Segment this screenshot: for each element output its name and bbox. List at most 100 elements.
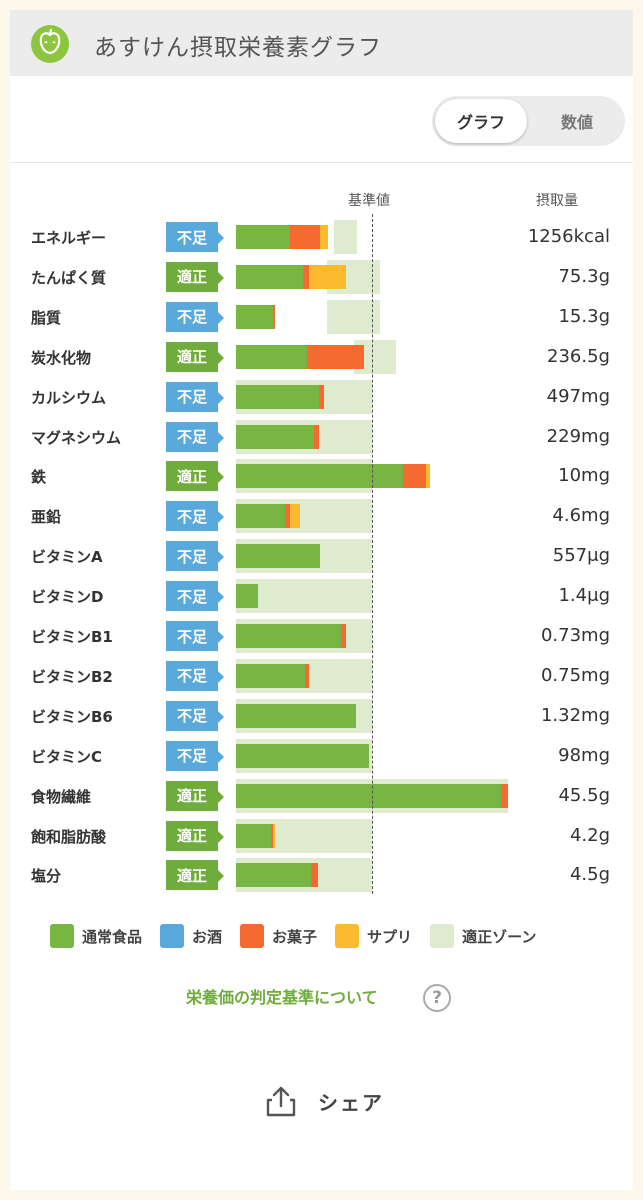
nutrient-name: たんぱく質 bbox=[31, 268, 107, 287]
intake-bar bbox=[236, 663, 310, 688]
share-button[interactable]: シェア bbox=[264, 1084, 384, 1118]
standard-line bbox=[372, 214, 373, 894]
bar-segment-food bbox=[236, 624, 341, 648]
status-badge: 不足 bbox=[166, 381, 224, 412]
bar-segment-sweets bbox=[313, 424, 319, 449]
status-badge: 不足 bbox=[166, 501, 224, 532]
bar-segment-sweets bbox=[284, 504, 291, 529]
intake-value: 4.6mg bbox=[552, 505, 610, 527]
status-badge: 不足 bbox=[166, 581, 224, 612]
bar-segment-food bbox=[236, 344, 307, 369]
intake-value: 1.32mg bbox=[540, 704, 610, 726]
legend-item-food: 通常食品 bbox=[50, 924, 142, 948]
app-title: あすけん摂取栄養素グラフ bbox=[94, 35, 382, 61]
intake-bar bbox=[236, 225, 329, 249]
toggle-numeric-button[interactable]: 数値 bbox=[560, 113, 593, 132]
status-badge: 不足 bbox=[166, 660, 224, 691]
legend-item-zone: 適正ゾーン bbox=[430, 924, 536, 948]
nutrient-name: 鉄 bbox=[31, 468, 47, 487]
nutrient-row: 鉄 適正 10mg bbox=[10, 459, 633, 494]
optimal-zone bbox=[236, 579, 372, 614]
status-badge: 適正 bbox=[166, 341, 224, 372]
legend-item-supplement: サプリ bbox=[335, 924, 412, 948]
divider bbox=[10, 162, 633, 163]
nutrient-name: ビタミンB1 bbox=[31, 628, 113, 646]
nutrient-row: ビタミンB1 不足 0.73mg bbox=[10, 619, 633, 653]
question-icon[interactable]: ? bbox=[423, 984, 451, 1012]
intake-value: 4.5g bbox=[569, 864, 610, 886]
intake-value: 45.5g bbox=[558, 784, 610, 806]
intake-value: 1256kcal bbox=[527, 226, 610, 247]
bar-segment-food bbox=[236, 863, 311, 888]
nutrient-row: カルシウム 不足 497mg bbox=[10, 379, 633, 414]
intake-value: 98mg bbox=[558, 744, 610, 766]
nutrient-row: マグネシウム 不足 229mg bbox=[10, 419, 633, 454]
app-frame: あすけん摂取栄養素グラフ グラフ 数値 基準値 摂取量 エネルギー 不足 1256k… bbox=[10, 10, 633, 1190]
intake-bar bbox=[236, 544, 321, 569]
bar-segment-food bbox=[236, 584, 258, 609]
nutrient-row: 塩分 適正 4.5g bbox=[10, 858, 633, 893]
legend-item-sweets: お菓子 bbox=[240, 924, 317, 948]
nutrient-name: マグネシウム bbox=[31, 428, 122, 447]
nutrient-name: カルシウム bbox=[31, 388, 107, 407]
nutrient-row: エネルギー 不足 1256kcal bbox=[10, 220, 633, 254]
legend-swatch bbox=[50, 924, 74, 948]
nutrient-row: 食物繊維 適正 45.5g bbox=[10, 778, 633, 813]
nutrient-row: ビタミンB6 不足 1.32mg bbox=[10, 698, 633, 733]
intake-value: 229mg bbox=[546, 425, 610, 447]
bar-segment-sweets bbox=[290, 225, 321, 249]
bar-segment-supplement bbox=[320, 225, 329, 249]
intake-value: 0.73mg bbox=[540, 625, 610, 646]
toggle-graph-button[interactable]: グラフ bbox=[435, 99, 527, 143]
bar-segment-supplement bbox=[426, 464, 431, 489]
legend-swatch bbox=[430, 924, 455, 948]
intake-value: 10mg bbox=[558, 465, 610, 487]
status-badge: 不足 bbox=[166, 301, 224, 332]
nutrient-name: 炭水化物 bbox=[31, 348, 92, 367]
intake-bar bbox=[236, 504, 300, 529]
legend-label: お酒 bbox=[192, 927, 223, 946]
bar-segment-sweets bbox=[310, 863, 318, 888]
nutrient-name: 脂質 bbox=[31, 308, 62, 327]
optimal-zone bbox=[327, 299, 381, 334]
status-badge: 適正 bbox=[166, 860, 224, 891]
nutrient-name: ビタミンD bbox=[31, 588, 104, 607]
status-badge: 不足 bbox=[166, 740, 224, 771]
app-header: あすけん摂取栄養素グラフ bbox=[10, 10, 633, 76]
intake-bar bbox=[236, 304, 276, 329]
intake-value: 15.3g bbox=[558, 305, 610, 327]
share-icon bbox=[266, 1086, 296, 1117]
legend: 通常食品 お酒 お菓子 サプリ 適正ゾーン bbox=[50, 924, 554, 948]
intake-bar bbox=[236, 823, 276, 848]
nutrient-row: 炭水化物 適正 236.5g bbox=[10, 339, 633, 374]
criteria-link[interactable]: 栄養価の判定基準について bbox=[186, 988, 378, 1007]
intake-column-label: 摂取量 bbox=[536, 193, 578, 209]
share-label: シェア bbox=[318, 1090, 384, 1115]
status-badge: 適正 bbox=[166, 461, 224, 492]
bar-segment-sweets bbox=[305, 663, 310, 688]
bar-segment-sweets bbox=[318, 384, 325, 409]
bar-segment-food bbox=[236, 225, 291, 249]
bar-segment-supplement bbox=[309, 264, 347, 289]
status-badge: 適正 bbox=[166, 261, 224, 292]
bar-segment-sweets bbox=[302, 264, 310, 289]
legend-label: お菓子 bbox=[272, 927, 318, 946]
legend-label: 適正ゾーン bbox=[462, 927, 537, 946]
view-toggle: グラフ 数値 bbox=[432, 96, 625, 146]
nutrient-row: 亜鉛 不足 4.6mg bbox=[10, 499, 633, 534]
bar-segment-food bbox=[236, 544, 321, 569]
status-badge: 不足 bbox=[166, 700, 224, 731]
legend-label: サプリ bbox=[367, 927, 413, 946]
status-badge: 適正 bbox=[166, 820, 224, 851]
bar-segment-food bbox=[236, 424, 314, 449]
nutrient-name: 食物繊維 bbox=[31, 787, 92, 806]
intake-bar bbox=[236, 384, 325, 409]
bar-segment-food bbox=[236, 464, 404, 489]
bar-segment-sweets bbox=[501, 783, 508, 808]
nutrient-row: 飽和脂肪酸 適正 4.2g bbox=[10, 818, 633, 853]
nutrient-row: ビタミンC 不足 98mg bbox=[10, 738, 633, 773]
bar-segment-sweets bbox=[403, 464, 427, 489]
optimal-zone bbox=[333, 220, 358, 254]
intake-bar bbox=[236, 624, 347, 648]
intake-value: 4.2g bbox=[569, 824, 610, 846]
